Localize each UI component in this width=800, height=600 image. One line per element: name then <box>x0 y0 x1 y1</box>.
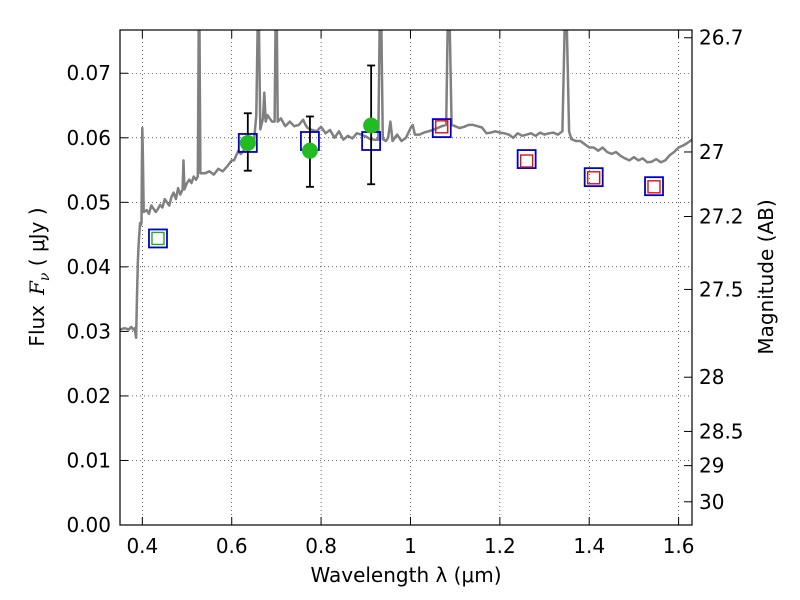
y-tick-label: 0.06 <box>66 126 111 150</box>
y2-tick-label: 28.5 <box>699 419 744 443</box>
inner-photometry-marker <box>519 154 534 168</box>
y-tick-label: 0.02 <box>66 384 111 408</box>
y2-axis-label: Magnitude (AB) <box>754 199 778 354</box>
x-tick-label: 1.4 <box>573 534 605 558</box>
y-tick-label: 0.04 <box>66 255 111 279</box>
y-axis-label: Flux Fν ( μJy ) <box>25 207 53 346</box>
axis-ticks <box>120 30 692 526</box>
inner-photometry-marker <box>151 231 165 246</box>
model-photometry-marker <box>516 149 537 169</box>
plot-frame <box>119 29 693 526</box>
y2-tick-label: 27.2 <box>699 205 744 229</box>
y2-tick-label: 29 <box>699 454 724 478</box>
y-tick-label: 0.03 <box>66 319 111 343</box>
y2-tick-label: 30 <box>699 490 724 514</box>
y2-tick-label: 26.7 <box>699 26 744 50</box>
x-tick-label: 1.6 <box>663 534 695 558</box>
y-axis-label-unit: ( μJy ) <box>25 207 49 272</box>
y-tick-label: 0.00 <box>66 513 111 537</box>
y2-tick-label: 27 <box>699 140 724 164</box>
y-axis-label-prefix: Flux <box>25 305 49 347</box>
model-photometry-marker <box>583 167 604 188</box>
x-tick-label: 0.4 <box>126 534 158 558</box>
y-tick-labels: 0.00 0.01 0.02 0.03 0.04 0.05 0.06 0.07 <box>66 61 111 537</box>
y2-tick-labels: 26.7 27 27.2 27.5 28 28.5 29 30 <box>699 26 744 514</box>
y-axis-label-symbol: F <box>25 280 49 296</box>
observed-photometry-series <box>239 64 380 188</box>
x-tick-labels: 0.4 0.6 0.8 1 1.2 1.4 1.6 <box>126 534 694 558</box>
sed-model-series <box>120 30 692 340</box>
y-axis-label-subscript: ν <box>37 272 53 281</box>
inner-photometry-marker <box>647 180 661 194</box>
y-tick-label: 0.05 <box>66 190 111 214</box>
inner-photometry-marker <box>435 120 449 134</box>
x-tick-label: 1.2 <box>484 534 516 558</box>
model-photometry-marker <box>148 228 168 249</box>
model-photometry-marker <box>644 176 664 197</box>
x-tick-label: 0.6 <box>216 534 248 558</box>
model-photometry-marker <box>431 118 452 138</box>
x-tick-label: 1 <box>404 534 417 558</box>
inner-photometry-marker <box>586 171 601 185</box>
x-tick-label: 0.8 <box>305 534 337 558</box>
y-tick-label: 0.01 <box>66 448 111 472</box>
observed-point <box>363 117 380 134</box>
y-tick-label: 0.07 <box>66 61 111 85</box>
x-axis-label: Wavelength λ (μm) <box>310 563 501 587</box>
y2-tick-label: 28 <box>699 365 724 389</box>
observed-point <box>239 134 256 151</box>
sed-model-line <box>120 30 692 340</box>
y2-tick-label: 27.5 <box>699 277 744 301</box>
observed-point <box>301 142 318 159</box>
